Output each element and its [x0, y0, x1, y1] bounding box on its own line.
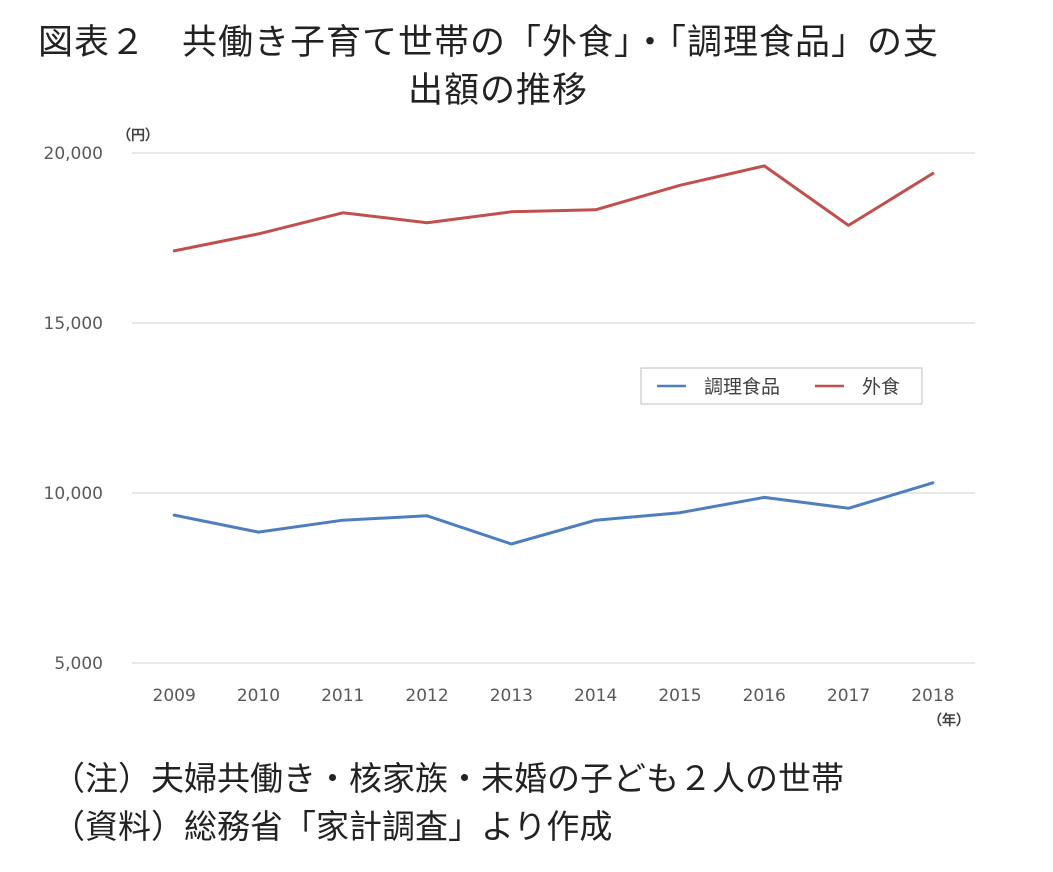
- y-tick-label: 5,000: [54, 654, 103, 674]
- series-lines: [172, 164, 935, 546]
- legend-label-eating-out: 外食: [862, 376, 900, 398]
- x-tick-label: 2015: [658, 686, 701, 706]
- chart-title-line-1: 図表２ 共働き子育て世帯の「外食」・「調理食品」の支: [38, 23, 940, 63]
- series-line-prepared-food: [172, 481, 935, 546]
- legend-label-prepared-food: 調理食品: [704, 376, 780, 398]
- x-tick-label: 2013: [490, 686, 533, 706]
- chart-title-line-2: 出額の推移: [408, 71, 589, 111]
- y-tick-label: 20,000: [44, 144, 103, 164]
- gridlines: [132, 152, 975, 664]
- x-axis-tick-labels: 2009 2010 2011 2012 2013 2014 2015 2016 2017 2018: [153, 686, 955, 706]
- x-tick-label: 2014: [574, 686, 617, 706]
- y-axis-unit-label: （円）: [117, 128, 159, 144]
- x-tick-label: 2011: [321, 686, 364, 706]
- legend-frame: [640, 367, 923, 405]
- x-tick-label: 2017: [827, 686, 870, 706]
- y-tick-label: 15,000: [44, 314, 103, 334]
- x-tick-label: 2016: [743, 686, 786, 706]
- figure-source: （資料）総務省「家計調査」より作成: [52, 807, 613, 846]
- y-tick-label: 10,000: [44, 484, 103, 504]
- x-tick-label: 2018: [911, 686, 954, 706]
- legend: 調理食品 外食: [640, 367, 923, 405]
- figure-note: （注）夫婦共働き・核家族・未婚の子ども２人の世帯: [52, 759, 844, 798]
- y-axis-tick-labels: 5,000 10,000 15,000 20,000: [44, 144, 103, 674]
- series-line-eating-out: [172, 164, 935, 253]
- x-axis-unit-label: （年）: [928, 712, 970, 729]
- x-tick-label: 2012: [405, 686, 448, 706]
- x-tick-label: 2009: [153, 686, 196, 706]
- x-tick-label: 2010: [237, 686, 280, 706]
